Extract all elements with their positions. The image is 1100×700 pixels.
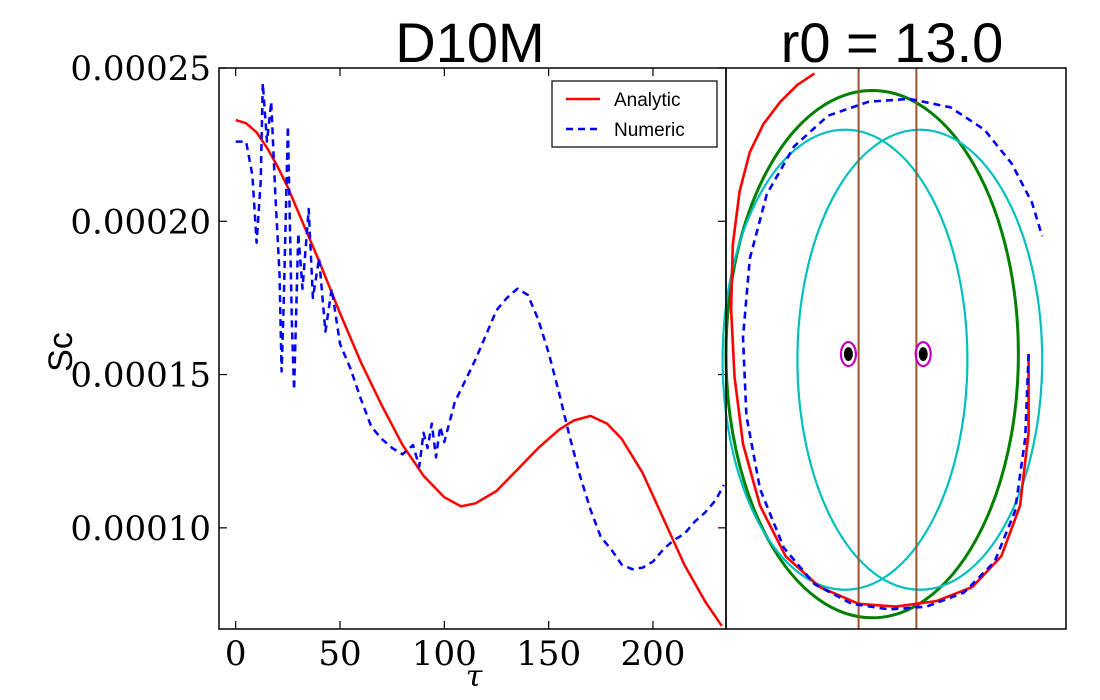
left-chart: D10M 0 50 100 150 200 0.00010 0.00015 0.00020 0.…: [42, 11, 727, 694]
right-chart-frame: [725, 67, 1067, 630]
legend-numeric-label: Numeric: [614, 120, 685, 141]
y-tick-label: 0.00015: [70, 356, 211, 396]
left-chart-series-layer: [235, 82, 725, 627]
x-tick-label: 50: [318, 634, 361, 674]
y-tick-label: 0.00025: [70, 49, 211, 89]
right-horizon-right: [914, 341, 932, 368]
right-chart-series-layer: [721, 68, 1044, 629]
right-chart-title: r0 = 13.0: [781, 11, 1004, 74]
x-tick-label: 100: [412, 634, 477, 674]
y-tick-label: 0.00010: [70, 509, 211, 549]
right-horizon-left: [839, 341, 858, 368]
right-black-hole-left: [843, 347, 853, 362]
x-tick-label: 200: [621, 634, 686, 674]
right-inner-ellipse-right: [796, 128, 1044, 591]
right-chart: r0 = 13.0: [721, 11, 1067, 630]
left-chart-ticks: 0 50 100 150 200 0.00010 0.00015 0.00020 0.00025: [70, 49, 726, 674]
left-series-analytic-line: [235, 118, 723, 627]
legend-box: [551, 80, 718, 148]
right-outer-orbit: [724, 88, 1020, 620]
left-chart-xlabel: τ: [466, 659, 483, 694]
legend-analytic-label: Analytic: [614, 90, 681, 111]
x-tick-label: 150: [516, 634, 581, 674]
x-tick-label: 0: [225, 634, 247, 674]
right-black-hole-right: [918, 347, 928, 362]
right-numeric: [741, 97, 1044, 611]
y-tick-label: 0.00020: [70, 202, 211, 242]
left-chart-title: D10M: [395, 11, 544, 74]
left-series-numeric-line: [235, 82, 725, 571]
right-inner-ellipse-left: [721, 128, 969, 591]
left-chart-ylabel: Sc: [42, 332, 80, 372]
legend: Analytic Numeric: [551, 80, 718, 148]
